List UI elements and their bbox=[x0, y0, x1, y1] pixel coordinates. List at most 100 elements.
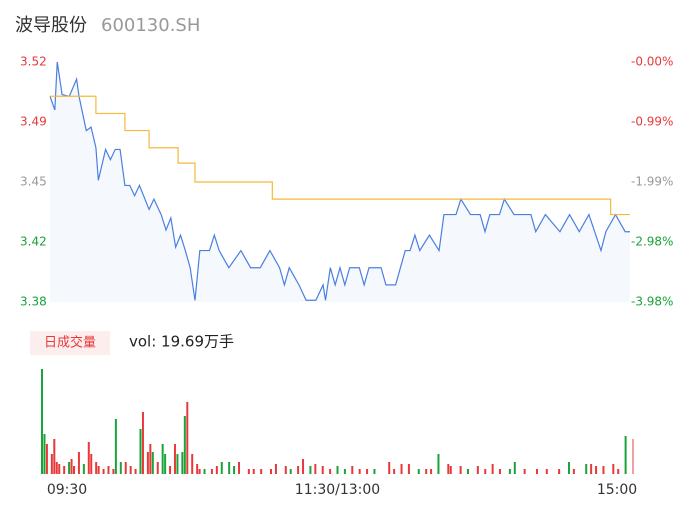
volume-bar bbox=[459, 466, 462, 474]
volume-bar bbox=[513, 462, 516, 474]
volume-bar bbox=[302, 459, 305, 474]
volume-bar bbox=[112, 469, 115, 474]
volume-bar bbox=[343, 469, 346, 474]
volume-bar bbox=[590, 464, 593, 474]
volume-bar bbox=[124, 462, 127, 474]
volume-bar bbox=[220, 462, 223, 474]
volume-bar bbox=[151, 452, 154, 474]
volume-bar bbox=[82, 464, 85, 474]
volume-bar bbox=[567, 462, 570, 474]
volume-bar bbox=[284, 466, 287, 474]
volume-bar bbox=[351, 466, 354, 474]
volume-bar bbox=[102, 469, 105, 474]
volume-bar bbox=[68, 462, 71, 474]
y-tick-label: 3.45 bbox=[20, 175, 47, 189]
volume-bar bbox=[425, 469, 428, 474]
volume-bar bbox=[141, 412, 144, 474]
volume-bar bbox=[156, 462, 159, 474]
volume-bar bbox=[400, 464, 403, 474]
volume-bar bbox=[43, 434, 46, 474]
volume-bar bbox=[602, 466, 605, 474]
volume-bar bbox=[321, 466, 324, 474]
volume-bar bbox=[215, 466, 218, 474]
volume-bar bbox=[146, 452, 149, 474]
volume-bar bbox=[309, 466, 312, 474]
volume-bar bbox=[336, 466, 339, 474]
y2-tick-label: -1.99% bbox=[631, 175, 673, 189]
volume-bar bbox=[203, 469, 206, 474]
volume-bar bbox=[476, 466, 479, 474]
volume-bar bbox=[289, 469, 292, 474]
volume-bar bbox=[58, 464, 61, 474]
y-tick-label: 3.38 bbox=[20, 295, 47, 309]
volume-bar bbox=[508, 469, 511, 474]
volume-bar bbox=[169, 466, 172, 474]
volume-bar bbox=[161, 444, 164, 474]
volume-bar bbox=[535, 469, 538, 474]
volume-bar bbox=[270, 469, 273, 474]
volume-bar bbox=[50, 454, 53, 474]
volume-bar bbox=[70, 459, 73, 474]
volume-bar bbox=[612, 464, 615, 474]
volume-bar bbox=[247, 469, 250, 474]
volume-bar bbox=[523, 469, 526, 474]
volume-bar bbox=[77, 452, 80, 474]
volume-bar bbox=[238, 462, 240, 474]
volume-bar bbox=[164, 454, 167, 474]
y-tick-label: 3.42 bbox=[20, 235, 47, 249]
volume-bar bbox=[499, 469, 502, 474]
volume-bar bbox=[210, 469, 213, 474]
volume-bar bbox=[430, 469, 433, 474]
volume-bar bbox=[545, 469, 548, 474]
volume-bar bbox=[87, 442, 90, 474]
volume-bar bbox=[595, 466, 598, 474]
volume-bar bbox=[252, 469, 255, 474]
volume-bar bbox=[449, 466, 452, 474]
volume-bar bbox=[107, 466, 110, 474]
volume-bar bbox=[314, 464, 317, 474]
volume-bar bbox=[129, 466, 132, 474]
volume-bar bbox=[196, 464, 199, 474]
volume-bar bbox=[181, 452, 184, 474]
volume-bar bbox=[329, 469, 332, 474]
volume-bar bbox=[617, 469, 620, 474]
average-line bbox=[50, 95, 630, 216]
volume-bar bbox=[558, 469, 561, 474]
volume-bar bbox=[55, 462, 58, 474]
volume-bar bbox=[447, 464, 450, 474]
volume-bar bbox=[139, 429, 142, 474]
volume-bar bbox=[183, 416, 186, 474]
volume-bar bbox=[297, 466, 300, 474]
volume-bar bbox=[358, 469, 361, 474]
volume-bar bbox=[198, 469, 201, 474]
volume-bar bbox=[119, 462, 122, 474]
volume-bar bbox=[572, 469, 575, 474]
volume-bar bbox=[373, 469, 376, 474]
y2-tick-label: -2.98% bbox=[631, 235, 673, 249]
volume-bar bbox=[173, 444, 176, 474]
y2-tick-label: -0.99% bbox=[631, 115, 673, 129]
volume-bar bbox=[114, 419, 117, 474]
y2-tick-label: -0.00% bbox=[631, 55, 673, 69]
volume-bar bbox=[228, 462, 231, 474]
volume-bar bbox=[191, 454, 194, 474]
x-tick-label: 15:00 bbox=[597, 482, 637, 498]
volume-bar bbox=[73, 466, 76, 474]
x-tick-label: 11:30/13:00 bbox=[295, 482, 380, 498]
stock-name: 波导股份 bbox=[15, 15, 87, 36]
volume-bar bbox=[63, 466, 66, 474]
volume-bar bbox=[467, 469, 470, 474]
volume-bar bbox=[186, 402, 189, 474]
volume-bar bbox=[393, 469, 396, 474]
volume-bar bbox=[484, 469, 487, 474]
volume-bar bbox=[437, 454, 440, 474]
badge-bg bbox=[30, 331, 110, 355]
volume-bar bbox=[149, 444, 152, 474]
volume-bar bbox=[491, 464, 494, 474]
volume-bar bbox=[233, 466, 236, 474]
x-tick-label: 09:30 bbox=[47, 482, 87, 498]
volume-bar bbox=[41, 369, 43, 474]
volume-bar bbox=[417, 469, 420, 474]
volume-bar bbox=[90, 454, 93, 474]
